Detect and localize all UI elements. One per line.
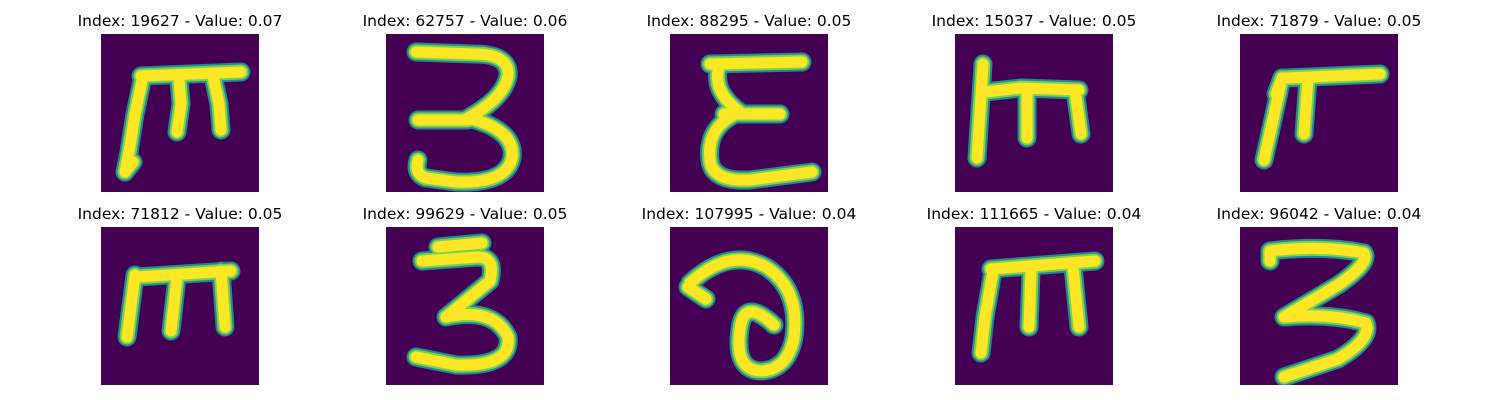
glyph-drawing [971, 251, 1105, 363]
sample-image [386, 34, 544, 192]
sample-title: Index: 71812 - Value: 0.05 [77, 205, 283, 223]
sample-image [101, 227, 259, 385]
glyph-stroke [1280, 68, 1386, 84]
glyph-stroke [1069, 84, 1087, 140]
glyph-drawing [967, 54, 1091, 168]
glyph-drawing [406, 42, 522, 192]
glyph-stroke [971, 58, 989, 164]
glyph-stroke [135, 66, 247, 82]
sample-title: Index: 71879 - Value: 0.05 [1216, 12, 1422, 30]
glyph-drawing [406, 233, 518, 375]
glyph-stroke [207, 70, 227, 136]
glyph-stroke [1270, 72, 1288, 100]
glyph-drawing [1254, 64, 1390, 170]
glyph-stroke [215, 265, 231, 333]
glyph-stroke [979, 82, 1085, 98]
glyph-stroke [410, 46, 518, 188]
sample-image [386, 227, 544, 385]
sample-image [1240, 227, 1398, 385]
glyph-stroke [119, 156, 139, 178]
glyph-stroke [684, 254, 801, 377]
sample-image [670, 34, 828, 192]
sample-title: Index: 19627 - Value: 0.07 [77, 12, 283, 30]
glyph-drawing [115, 62, 251, 182]
glyph-stroke [1023, 265, 1037, 333]
sample-image [955, 227, 1113, 385]
sample-image [101, 34, 259, 192]
glyph-stroke [171, 73, 187, 138]
sample-title: Index: 107995 - Value: 0.04 [641, 205, 857, 223]
sample-title: Index: 62757 - Value: 0.06 [362, 12, 568, 30]
glyph-stroke [165, 271, 183, 337]
glyph-stroke [131, 265, 237, 283]
glyph-stroke [432, 237, 488, 253]
glyph-stroke [985, 255, 1101, 275]
sample-image [1240, 34, 1398, 192]
sample-image [670, 227, 828, 385]
glyph-drawing [1260, 238, 1377, 385]
sample-title: Index: 99629 - Value: 0.05 [362, 205, 568, 223]
glyph-stroke [1264, 242, 1373, 383]
glyph-drawing [117, 261, 241, 347]
glyph-drawing [678, 250, 805, 381]
glyph-stroke [121, 269, 141, 343]
glyph-stroke [1298, 72, 1314, 140]
glyph-stroke [410, 251, 514, 371]
glyph-stroke [704, 58, 818, 186]
sample-title: Index: 15037 - Value: 0.05 [931, 12, 1137, 30]
sample-title: Index: 96042 - Value: 0.04 [1216, 205, 1422, 223]
sample-title: Index: 88295 - Value: 0.05 [646, 12, 852, 30]
glyph-stroke [975, 265, 999, 359]
glyph-stroke [682, 281, 712, 305]
glyph-stroke [1067, 261, 1085, 333]
sample-title: Index: 111665 - Value: 0.04 [926, 205, 1142, 223]
glyph-drawing [700, 52, 822, 190]
sample-image [955, 34, 1113, 192]
